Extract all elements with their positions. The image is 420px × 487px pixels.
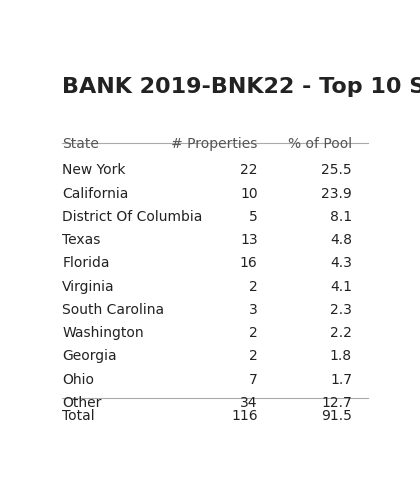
Text: District Of Columbia: District Of Columbia: [62, 210, 202, 224]
Text: 12.7: 12.7: [321, 396, 352, 410]
Text: 4.8: 4.8: [330, 233, 352, 247]
Text: Georgia: Georgia: [62, 350, 117, 363]
Text: 2: 2: [249, 350, 257, 363]
Text: Virginia: Virginia: [62, 280, 115, 294]
Text: 23.9: 23.9: [321, 187, 352, 201]
Text: Ohio: Ohio: [62, 373, 94, 387]
Text: 91.5: 91.5: [321, 409, 352, 423]
Text: 25.5: 25.5: [321, 164, 352, 177]
Text: 1.7: 1.7: [330, 373, 352, 387]
Text: State: State: [62, 137, 99, 151]
Text: 7: 7: [249, 373, 257, 387]
Text: New York: New York: [62, 164, 126, 177]
Text: 5: 5: [249, 210, 257, 224]
Text: 8.1: 8.1: [330, 210, 352, 224]
Text: # Properties: # Properties: [171, 137, 257, 151]
Text: South Carolina: South Carolina: [62, 303, 164, 317]
Text: California: California: [62, 187, 129, 201]
Text: 116: 116: [231, 409, 257, 423]
Text: Total: Total: [62, 409, 95, 423]
Text: 3: 3: [249, 303, 257, 317]
Text: 2: 2: [249, 326, 257, 340]
Text: 1.8: 1.8: [330, 350, 352, 363]
Text: 2.3: 2.3: [330, 303, 352, 317]
Text: 4.3: 4.3: [330, 257, 352, 270]
Text: 2.2: 2.2: [330, 326, 352, 340]
Text: 10: 10: [240, 187, 257, 201]
Text: Other: Other: [62, 396, 102, 410]
Text: 34: 34: [240, 396, 257, 410]
Text: 4.1: 4.1: [330, 280, 352, 294]
Text: 13: 13: [240, 233, 257, 247]
Text: BANK 2019-BNK22 - Top 10 States: BANK 2019-BNK22 - Top 10 States: [62, 77, 420, 97]
Text: Florida: Florida: [62, 257, 110, 270]
Text: 2: 2: [249, 280, 257, 294]
Text: Texas: Texas: [62, 233, 101, 247]
Text: 22: 22: [240, 164, 257, 177]
Text: % of Pool: % of Pool: [288, 137, 352, 151]
Text: Washington: Washington: [62, 326, 144, 340]
Text: 16: 16: [240, 257, 257, 270]
